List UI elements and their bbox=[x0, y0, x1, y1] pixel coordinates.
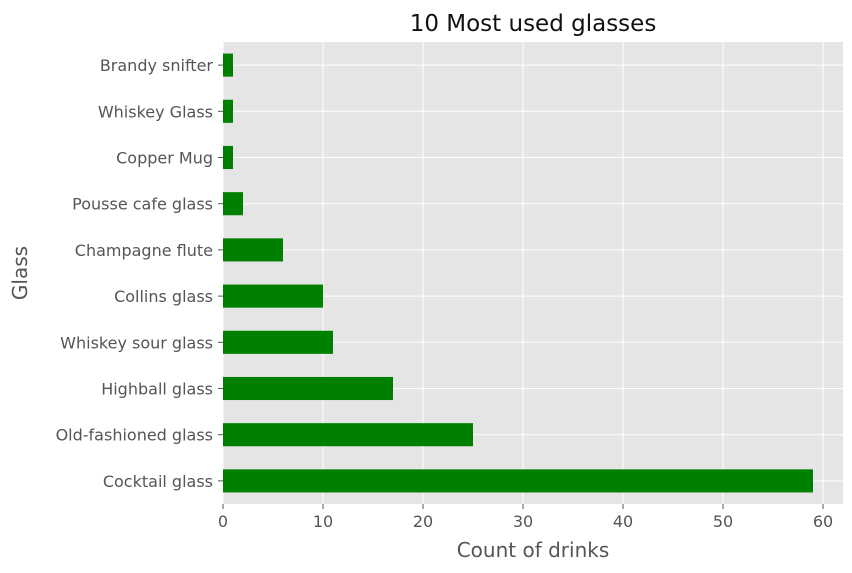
x-tick-labels: 0 10 20 30 40 50 60 bbox=[218, 504, 833, 531]
bar bbox=[223, 145, 233, 170]
y-tick-label: Pousse cafe glass bbox=[72, 195, 213, 214]
x-tick-label: 50 bbox=[713, 512, 733, 531]
x-tick-label: 40 bbox=[613, 512, 633, 531]
y-tick-label: Whiskey sour glass bbox=[60, 333, 213, 352]
y-tick-label: Collins glass bbox=[114, 287, 213, 306]
bar bbox=[223, 469, 813, 493]
x-tick-label: 60 bbox=[813, 512, 833, 531]
x-tick-label: 10 bbox=[313, 512, 333, 531]
bar bbox=[223, 192, 243, 216]
chart-title: 10 Most used glasses bbox=[410, 11, 657, 37]
y-tick-label: Highball glass bbox=[101, 380, 213, 399]
x-axis-title: Count of drinks bbox=[457, 538, 610, 562]
y-tick-label: Whiskey Glass bbox=[98, 102, 213, 121]
bar bbox=[223, 53, 233, 77]
y-tick-label: Old-fashioned glass bbox=[56, 426, 213, 445]
x-tick-label: 30 bbox=[513, 512, 533, 531]
bar bbox=[223, 99, 233, 123]
y-tick-label: Copper Mug bbox=[116, 149, 213, 168]
bar bbox=[223, 330, 333, 354]
y-tick-labels: Cocktail glass Old-fashioned glass Highbal… bbox=[56, 56, 223, 491]
y-tick-label: Champagne flute bbox=[75, 241, 213, 260]
bar bbox=[223, 376, 393, 401]
bar bbox=[223, 238, 283, 262]
bar bbox=[223, 284, 323, 308]
bars bbox=[223, 53, 813, 493]
y-tick-label: Cocktail glass bbox=[103, 472, 213, 491]
x-tick-label: 0 bbox=[218, 512, 228, 531]
bar bbox=[223, 423, 473, 447]
x-tick-label: 20 bbox=[413, 512, 433, 531]
y-axis-title: Glass bbox=[8, 246, 32, 300]
y-tick-label: Brandy snifter bbox=[100, 56, 214, 75]
